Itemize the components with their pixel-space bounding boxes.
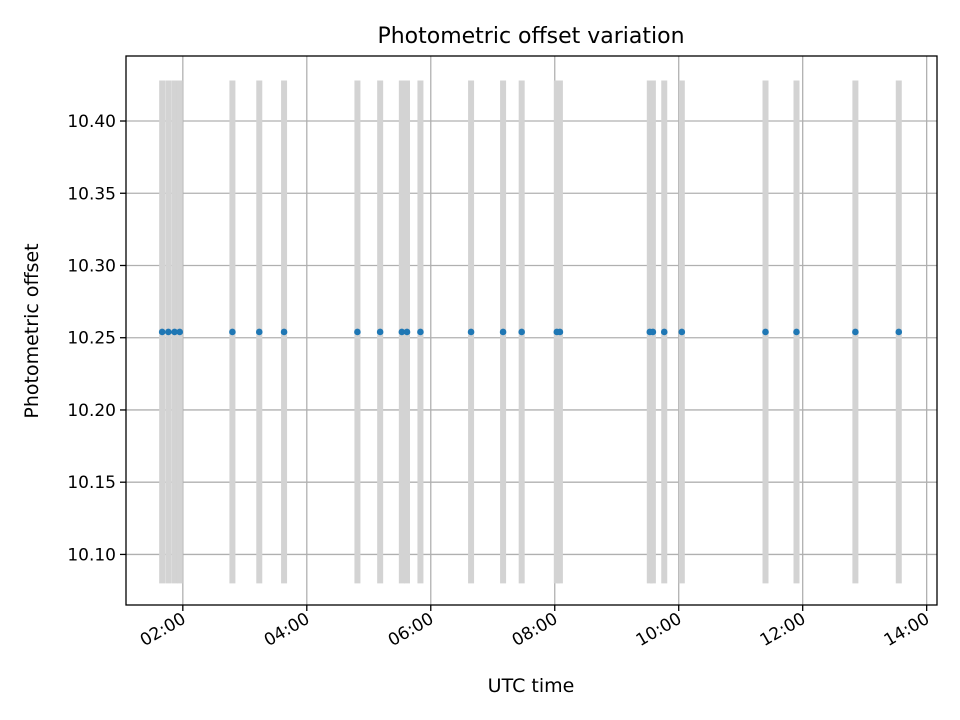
data-point bbox=[280, 328, 288, 336]
data-point bbox=[678, 328, 686, 336]
data-point bbox=[255, 328, 263, 336]
data-point bbox=[171, 328, 178, 336]
plot-frame bbox=[125, 55, 938, 606]
y-tick-label: 10.30 bbox=[67, 256, 116, 276]
y-tick-label: 10.35 bbox=[67, 184, 116, 204]
data-point bbox=[229, 328, 236, 336]
data-point bbox=[852, 328, 859, 336]
y-axis-ticks: 10.10 10.15 10.20 10.25 10.30 10.35 10.40 bbox=[67, 112, 126, 565]
data-point bbox=[398, 328, 406, 336]
data-point bbox=[895, 328, 903, 336]
y-tick-label: 10.25 bbox=[67, 329, 116, 349]
data-point bbox=[793, 328, 800, 336]
y-tick-label: 10.15 bbox=[67, 473, 116, 493]
data-point bbox=[417, 328, 424, 336]
data-point bbox=[660, 328, 668, 336]
y-axis-label: Photometric offset bbox=[21, 243, 43, 418]
data-points bbox=[158, 328, 903, 336]
data-point bbox=[499, 328, 507, 336]
data-point bbox=[354, 328, 361, 336]
y-tick-label: 10.10 bbox=[67, 545, 116, 565]
y-tick-label: 10.40 bbox=[67, 112, 116, 132]
data-point bbox=[556, 328, 564, 336]
data-point bbox=[376, 328, 384, 336]
data-point bbox=[467, 328, 475, 336]
data-point bbox=[403, 328, 411, 336]
y-tick-label: 10.20 bbox=[67, 401, 116, 421]
x-axis-label: UTC time bbox=[488, 675, 575, 697]
data-point bbox=[158, 328, 166, 336]
data-point bbox=[165, 328, 172, 336]
data-point bbox=[762, 328, 769, 336]
data-point bbox=[176, 328, 184, 336]
chart-title: Photometric offset variation bbox=[377, 24, 684, 49]
data-point bbox=[518, 328, 525, 336]
data-point bbox=[649, 328, 657, 336]
